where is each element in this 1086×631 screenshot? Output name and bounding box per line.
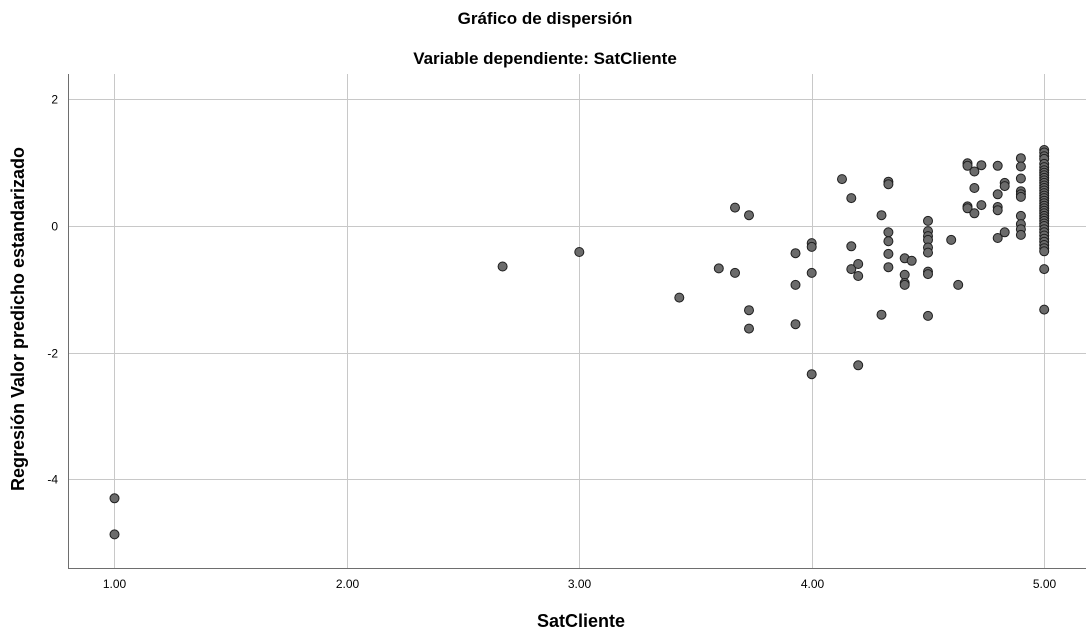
- x-tick-label: 5.00: [1033, 577, 1057, 591]
- chart-title: Gráfico de dispersión: [458, 9, 633, 28]
- data-point: [497, 261, 508, 272]
- data-point: [969, 208, 980, 219]
- data-point: [674, 292, 685, 303]
- data-point: [883, 248, 894, 259]
- data-point: [962, 203, 973, 214]
- data-point: [744, 210, 754, 221]
- data-point: [923, 215, 933, 226]
- data-points: [109, 145, 1050, 540]
- data-point: [899, 279, 910, 290]
- data-point: [946, 234, 957, 245]
- data-point: [574, 247, 585, 257]
- data-point: [906, 255, 917, 266]
- data-point: [992, 189, 1003, 200]
- x-tick-label: 4.00: [801, 577, 825, 591]
- data-point: [1015, 173, 1026, 184]
- data-point: [853, 360, 864, 371]
- data-point: [923, 247, 933, 258]
- data-point: [790, 279, 801, 290]
- data-point: [744, 305, 754, 316]
- data-point: [846, 241, 857, 252]
- data-point: [806, 267, 817, 278]
- data-point: [790, 319, 801, 330]
- data-point: [846, 193, 857, 204]
- data-point: [790, 248, 801, 259]
- data-point: [806, 369, 817, 380]
- data-point: [1039, 304, 1050, 315]
- data-point: [992, 160, 1003, 171]
- data-point: [883, 236, 894, 247]
- data-point: [853, 271, 864, 281]
- data-point: [1015, 153, 1026, 164]
- data-point: [976, 160, 987, 171]
- grid: [68, 74, 1086, 568]
- data-point: [923, 269, 933, 280]
- y-axis-label: Regresión Valor predicho estandarizado: [8, 147, 28, 491]
- chart-subtitle: Variable dependiente: SatCliente: [413, 49, 677, 68]
- data-point: [876, 309, 887, 320]
- data-point: [992, 233, 1003, 243]
- data-point: [109, 493, 120, 504]
- data-point: [1015, 161, 1026, 172]
- x-tick-label: 1.00: [103, 577, 127, 591]
- data-point: [1015, 210, 1026, 221]
- data-point: [1039, 264, 1050, 275]
- data-point: [883, 262, 894, 273]
- data-point: [876, 210, 887, 221]
- data-point: [899, 269, 910, 280]
- x-tick-label: 2.00: [336, 577, 360, 591]
- axes: [68, 74, 1086, 569]
- data-point: [109, 529, 120, 540]
- data-point: [730, 202, 740, 213]
- x-tick-label: 3.00: [568, 577, 592, 591]
- data-point: [744, 323, 754, 334]
- y-tick-label: 0: [51, 220, 58, 234]
- data-point: [969, 166, 980, 177]
- y-tick-label: -4: [47, 473, 58, 487]
- data-point: [1039, 246, 1050, 257]
- data-point: [883, 227, 894, 238]
- data-point: [730, 267, 740, 278]
- x-axis-label: SatCliente: [537, 611, 625, 631]
- data-point: [1015, 191, 1026, 202]
- data-point: [999, 181, 1010, 192]
- data-point: [999, 227, 1010, 238]
- y-tick-label: -2: [47, 347, 58, 361]
- data-point: [992, 205, 1003, 216]
- data-point: [953, 279, 964, 290]
- data-point: [1015, 229, 1026, 240]
- data-point: [713, 263, 724, 274]
- data-point: [976, 200, 987, 211]
- data-point: [962, 160, 973, 171]
- data-point: [846, 264, 857, 275]
- data-point: [883, 179, 894, 190]
- data-point: [923, 310, 933, 321]
- data-point: [806, 241, 817, 252]
- data-point: [853, 259, 864, 269]
- y-tick-label: 2: [51, 93, 58, 107]
- data-point: [969, 183, 980, 193]
- tick-labels: 1.00 2.00 3.00 4.00 5.00 2 0 -2 -4: [47, 93, 1056, 592]
- data-point: [837, 174, 847, 185]
